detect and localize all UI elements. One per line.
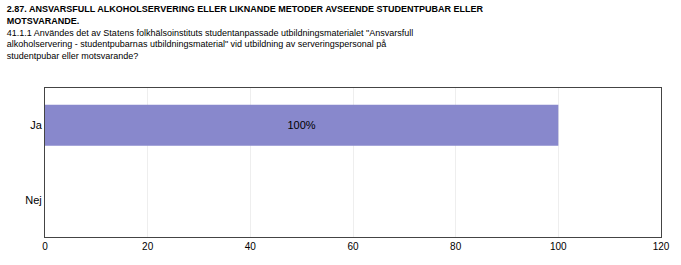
svg-text:20: 20: [142, 241, 154, 252]
svg-text:Ja: Ja: [30, 119, 43, 131]
svg-text:0: 0: [42, 241, 48, 252]
svg-text:100%: 100%: [287, 119, 315, 131]
svg-text:100: 100: [550, 241, 567, 252]
svg-text:60: 60: [347, 241, 359, 252]
svg-text:2.87. ANSVARSFULL ALKOHOLSERVE: 2.87. ANSVARSFULL ALKOHOLSERVERING ELLER…: [7, 4, 484, 61]
svg-text:120: 120: [653, 241, 670, 252]
svg-text:40: 40: [245, 241, 257, 252]
svg-text:Nej: Nej: [25, 194, 42, 206]
svg-text:80: 80: [450, 241, 462, 252]
